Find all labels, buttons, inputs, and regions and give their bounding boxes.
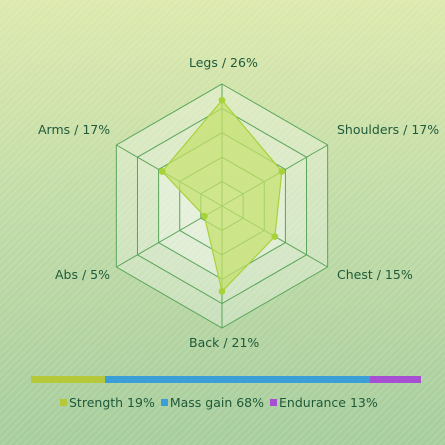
split-segment-strength [31,376,106,383]
program-split-bar [31,376,421,383]
axis-label-abs: Abs / 5% [55,267,110,282]
legend-item-mass-gain: Mass gain 68% [160,395,265,410]
split-segment-mass-gain [105,376,371,383]
legend-label-mass-gain: Mass gain 68% [169,395,265,410]
legend-swatch-strength [60,399,67,406]
radar-data-point [200,212,208,220]
axis-label-chest: Chest / 15% [337,267,413,282]
legend-swatch-endurance [270,399,278,406]
radar-data-point [218,96,226,104]
legend-item-strength: Strength 19% [60,395,155,410]
radar-data-point [271,233,279,240]
radar-data-point [278,168,286,175]
axis-label-shoulders: Shoulders / 17% [337,122,440,137]
axis-label-legs: Legs / 26% [189,55,258,70]
axis-label-arms: Arms / 17% [38,122,111,137]
split-segment-endurance [370,376,421,383]
radar-data-point [218,288,226,295]
legend-label-endurance: Endurance 13% [279,395,378,410]
axis-label-back: Back / 21% [189,335,260,350]
legend-swatch-mass-gain [160,399,168,406]
legend-label-strength: Strength 19% [69,395,155,410]
radar-data-point [158,168,166,175]
legend-item-endurance: Endurance 13% [270,395,378,410]
legend: Strength 19% Mass gain 68% Endurance 13% [60,395,378,410]
